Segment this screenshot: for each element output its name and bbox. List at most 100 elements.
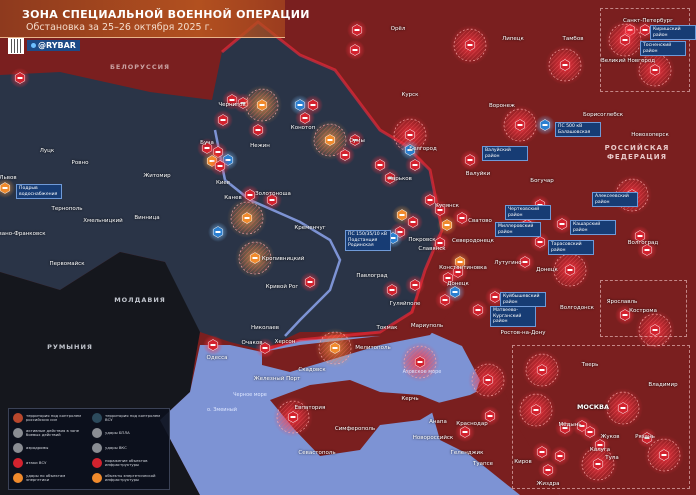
city-label: Лутугино xyxy=(494,260,522,266)
energy-marker-icon[interactable] xyxy=(242,85,282,125)
strike-marker-icon[interactable] xyxy=(555,418,575,438)
strike-marker-icon[interactable] xyxy=(210,156,230,176)
strike-marker-icon[interactable] xyxy=(430,200,450,220)
event-tag[interactable]: Алексеевский район xyxy=(592,192,638,207)
energy-marker-icon[interactable] xyxy=(0,178,15,198)
strike-marker-icon[interactable] xyxy=(345,40,365,60)
event-tag[interactable]: ПС 500 кВ Балашовская xyxy=(555,122,601,137)
strike-marker-icon[interactable] xyxy=(522,350,562,390)
strike-marker-icon[interactable] xyxy=(450,25,490,65)
strike-marker-icon[interactable] xyxy=(468,360,508,400)
marker-glyph xyxy=(332,347,338,349)
legend-label: территория под контролем ВСУ xyxy=(105,412,161,422)
drone-marker-icon[interactable] xyxy=(445,282,465,302)
strike-marker-icon[interactable] xyxy=(605,20,645,60)
strike-marker-icon[interactable] xyxy=(480,406,500,426)
strike-marker-icon[interactable] xyxy=(300,272,320,292)
strike-marker-icon[interactable] xyxy=(578,444,618,484)
strike-marker-icon[interactable] xyxy=(545,45,585,85)
country-russia: РОССИЙСКАЯ ФЕДЕРАЦИЯ xyxy=(605,144,670,162)
brand-logo[interactable]: @RYBAR xyxy=(27,40,80,51)
marker-glyph xyxy=(412,164,418,166)
event-tag[interactable]: Матвеево-Курганский район xyxy=(490,306,536,327)
event-tag[interactable]: Валуйский район xyxy=(482,146,528,161)
event-tag[interactable]: Куйбышевский район xyxy=(500,292,546,307)
city-label: Рязань xyxy=(635,434,655,440)
strike-marker-icon[interactable] xyxy=(516,390,556,430)
strike-marker-icon[interactable] xyxy=(345,130,365,150)
strike-marker-icon[interactable] xyxy=(532,442,552,462)
page-title: ЗОНА СПЕЦИАЛЬНОЙ ВОЕННОЙ ОПЕРАЦИИ xyxy=(22,8,310,21)
strike-marker-icon[interactable] xyxy=(460,150,480,170)
marker-glyph xyxy=(244,217,250,219)
marker-glyph xyxy=(399,214,405,216)
strike-marker-icon[interactable] xyxy=(10,68,30,88)
marker-glyph xyxy=(215,231,221,233)
event-tag[interactable]: Миллеровский район xyxy=(495,222,541,237)
strike-marker-icon[interactable] xyxy=(405,275,425,295)
event-tag[interactable]: Киришский район xyxy=(650,25,696,40)
strike-marker-icon[interactable] xyxy=(273,397,313,437)
qr-code-icon[interactable] xyxy=(8,38,24,54)
marker-glyph xyxy=(442,299,448,301)
drone-strike-icon xyxy=(92,428,102,438)
city-label: Мариуполь xyxy=(410,323,444,329)
strike-marker-icon[interactable] xyxy=(347,20,367,40)
strike-marker-icon[interactable] xyxy=(213,110,233,130)
strike-marker-icon[interactable] xyxy=(452,208,472,228)
strike-marker-icon[interactable] xyxy=(390,115,430,155)
marker-glyph xyxy=(437,242,443,244)
event-tag[interactable]: Тарасовский район xyxy=(548,240,594,255)
strike-marker-icon[interactable] xyxy=(552,214,572,234)
city-label: Константиновка xyxy=(439,265,487,271)
strike-marker-icon[interactable] xyxy=(380,168,400,188)
event-tag[interactable]: ПС 150/35/10 кВ Подстанция Родинская xyxy=(345,230,391,251)
energy-marker-icon[interactable] xyxy=(227,198,267,238)
strike-marker-icon[interactable] xyxy=(538,460,558,480)
strike-marker-icon[interactable] xyxy=(430,233,450,253)
strike-marker-icon[interactable] xyxy=(500,105,540,145)
event-tag[interactable]: Чертковский район xyxy=(505,205,551,220)
strike-marker-icon[interactable] xyxy=(203,335,223,355)
city-label: Железный Порт xyxy=(253,376,301,382)
strike-marker-icon[interactable] xyxy=(248,120,268,140)
event-tag[interactable]: Тосненский район xyxy=(640,41,686,56)
strike-marker-icon[interactable] xyxy=(295,108,315,128)
marker-glyph xyxy=(642,29,648,31)
strike-marker-icon[interactable] xyxy=(255,338,275,358)
strike-marker-icon[interactable] xyxy=(455,422,475,442)
strike-marker-icon[interactable] xyxy=(405,155,425,175)
city-label: Жиздра xyxy=(536,481,560,487)
city-label: Донецк xyxy=(536,267,558,273)
strike-marker-icon[interactable] xyxy=(382,280,402,300)
strike-marker-icon[interactable] xyxy=(335,145,355,165)
strike-marker-icon[interactable] xyxy=(637,240,657,260)
strike-marker-icon[interactable] xyxy=(644,435,684,475)
strike-marker-icon[interactable] xyxy=(403,212,423,232)
strike-marker-icon[interactable] xyxy=(530,232,550,252)
strike-marker-icon[interactable] xyxy=(550,446,570,466)
energy-marker-icon[interactable] xyxy=(235,238,275,278)
strike-marker-icon[interactable] xyxy=(550,250,590,290)
strike-marker-icon[interactable] xyxy=(635,50,675,90)
marker-glyph xyxy=(17,77,23,79)
strike-marker-icon[interactable] xyxy=(615,305,635,325)
energy-marker-icon[interactable] xyxy=(437,215,457,235)
marker-glyph xyxy=(437,209,443,211)
energy-marker-icon[interactable] xyxy=(315,328,355,368)
event-tag[interactable]: Подрыв водоснабжения xyxy=(16,184,62,199)
event-tag[interactable]: Кашарский район xyxy=(570,220,616,235)
drone-marker-icon[interactable] xyxy=(208,222,228,242)
city-label: Мелитополь xyxy=(355,345,391,351)
drone-marker-icon[interactable] xyxy=(535,115,555,135)
strike-marker-icon[interactable] xyxy=(262,190,282,210)
strike-marker-icon[interactable] xyxy=(603,388,643,428)
strike-marker-icon[interactable] xyxy=(468,300,488,320)
strike-marker-icon[interactable] xyxy=(400,342,440,382)
strike-marker-icon[interactable] xyxy=(635,310,675,350)
ukraine-territory xyxy=(0,22,442,350)
marker-glyph xyxy=(210,344,216,346)
strike-marker-icon[interactable] xyxy=(515,252,535,272)
city-label: Тверь xyxy=(581,362,599,368)
crimea xyxy=(270,380,445,456)
